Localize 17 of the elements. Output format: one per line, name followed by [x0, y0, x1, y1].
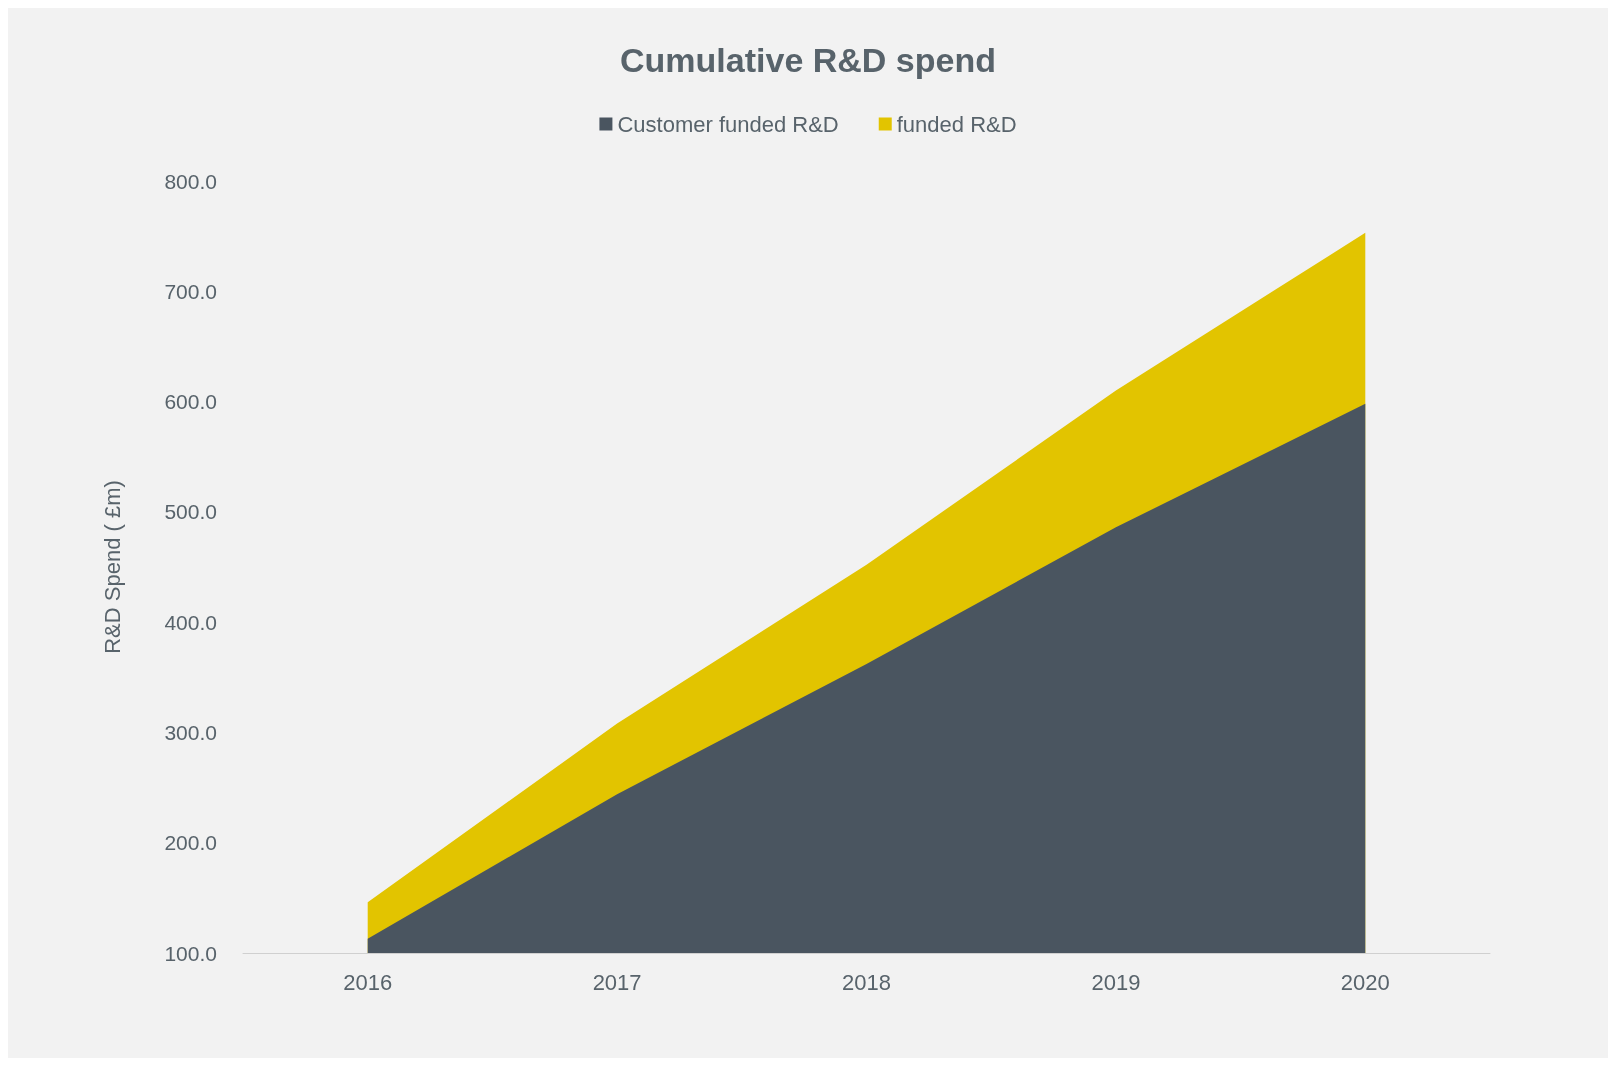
y-tick-label: 300.0 [164, 720, 217, 744]
y-tick-label: 600.0 [164, 390, 217, 414]
y-axis-title: R&D Spend ( £m) [99, 480, 125, 654]
y-tick-label: 200.0 [164, 831, 217, 855]
y-tick-label: 800.0 [164, 169, 217, 193]
x-tick-label: 2017 [592, 969, 642, 995]
legend-label: Customer funded R&D [617, 111, 839, 137]
y-tick-label: 700.0 [164, 279, 217, 303]
chart-title: Cumulative R&D spend [620, 41, 996, 79]
legend-label: funded R&D [896, 111, 1017, 137]
x-tick-label: 2019 [1091, 969, 1141, 995]
x-tick-label: 2020 [1340, 969, 1390, 995]
y-tick-label: 100.0 [164, 941, 217, 965]
x-tick-label: 2016 [343, 969, 393, 995]
y-tick-label: 400.0 [164, 610, 217, 634]
x-tick-label: 2018 [842, 969, 891, 995]
y-tick-label: 500.0 [164, 500, 217, 524]
